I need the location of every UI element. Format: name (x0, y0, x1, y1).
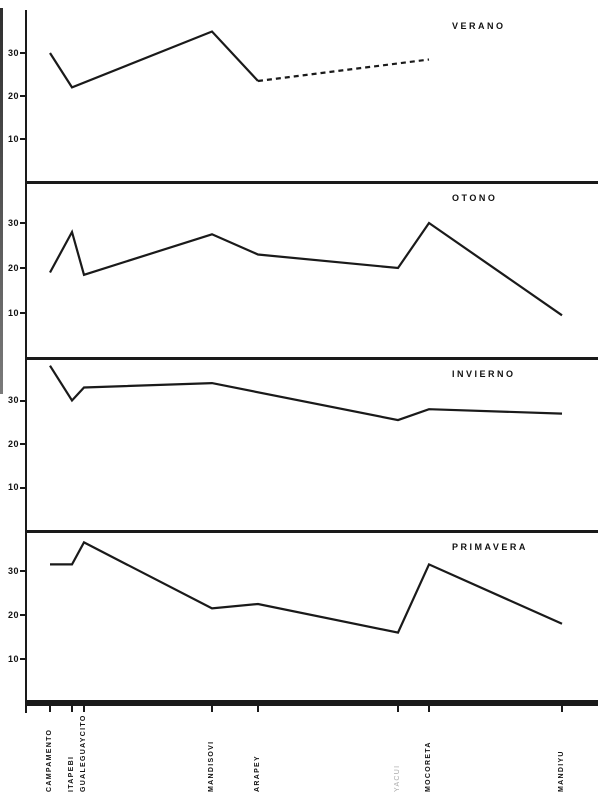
y-tick (20, 267, 26, 269)
y-tick (20, 399, 26, 402)
y-tick (20, 614, 26, 616)
panel-divider (25, 356, 598, 360)
y-tick-label: 20 (7, 262, 19, 273)
station-label: CAMPAMENTO (46, 728, 53, 792)
scan-edge-artifact (0, 8, 3, 394)
y-tick-label: 20 (7, 90, 19, 101)
y-tick (20, 658, 26, 660)
y-axis-line (25, 10, 28, 713)
station-label: MANDIYU (558, 750, 565, 792)
season-label: VERANO (452, 21, 506, 31)
series-line (49, 30, 259, 89)
series-line (49, 221, 563, 317)
y-tick-label: 30 (7, 217, 19, 228)
y-tick (20, 486, 26, 489)
y-tick (20, 138, 26, 140)
station-label: GUALEGUAYCITO (80, 714, 87, 792)
x-tick (83, 706, 85, 712)
x-tick (257, 706, 259, 712)
series-line (49, 365, 563, 422)
y-tick (20, 222, 26, 224)
y-tick-label: 10 (7, 133, 19, 144)
season-label: INVIERNO (452, 369, 516, 379)
station-label: ARAPEY (254, 755, 261, 792)
y-tick-label: 30 (7, 565, 19, 576)
x-tick (561, 706, 563, 712)
x-tick (397, 706, 399, 712)
series-line-dashed (257, 58, 430, 83)
season-label: PRIMAVERA (452, 542, 528, 552)
y-tick (20, 312, 26, 314)
series-line (50, 540, 563, 634)
station-label: YACUI (394, 764, 401, 792)
y-tick (20, 570, 26, 572)
y-tick-label: 10 (7, 482, 19, 492)
y-tick (20, 443, 26, 445)
panel-divider (25, 529, 598, 533)
y-tick-label: 10 (7, 307, 19, 318)
panel-divider (25, 180, 598, 184)
y-tick (20, 95, 26, 97)
x-tick (211, 706, 213, 712)
y-tick-label: 10 (7, 653, 19, 664)
station-label: MOCORETA (425, 741, 432, 792)
station-label: ITAPEBI (68, 755, 75, 792)
y-tick-label: 30 (7, 395, 19, 405)
y-tick (20, 52, 26, 54)
y-tick-label: 30 (7, 47, 19, 58)
y-tick-label: 20 (7, 609, 19, 620)
y-tick-label: 20 (7, 438, 19, 449)
x-tick (71, 706, 73, 712)
x-tick (49, 706, 51, 712)
x-tick (428, 706, 430, 712)
x-axis-line (25, 700, 598, 706)
season-label: OTONO (452, 193, 498, 203)
station-label: MANDISOVI (208, 740, 215, 792)
